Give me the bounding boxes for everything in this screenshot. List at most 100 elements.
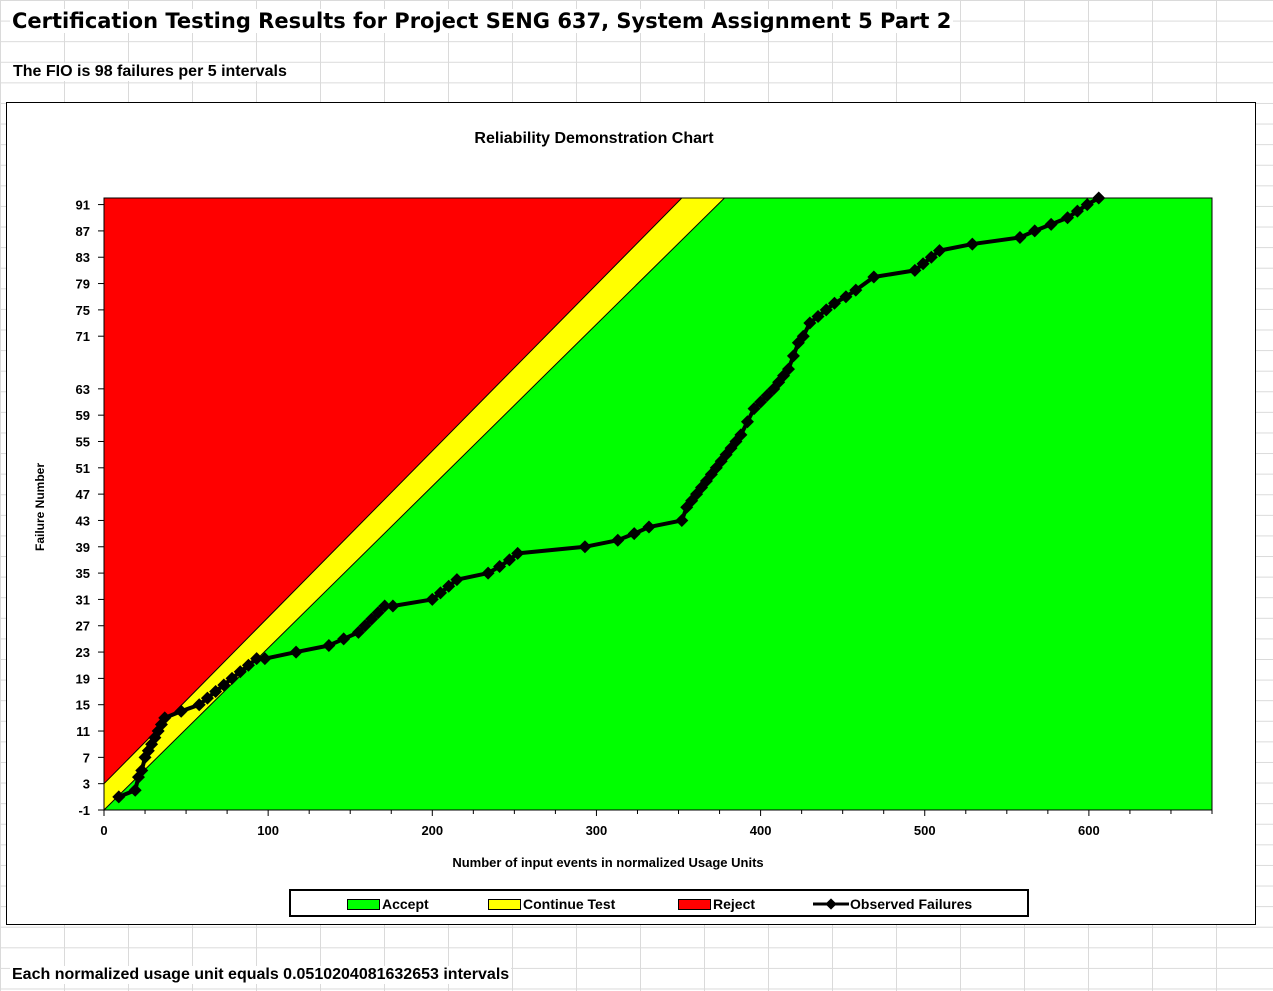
observed-failure-point (916, 257, 930, 271)
observed-failure-point (1028, 224, 1042, 238)
y-tick-label: 59 (76, 408, 90, 423)
observed-failure-point (337, 632, 351, 646)
y-tick-label: 43 (76, 513, 90, 528)
observed-failure-point (250, 652, 264, 666)
observed-failure-point (811, 309, 825, 323)
continue-swatch-icon (488, 898, 521, 910)
legend-item-accept: Accept (347, 895, 429, 913)
observed-failure-point (760, 388, 774, 402)
observed-failure-point (128, 783, 142, 797)
legend-label-continue-test: Continue Test (523, 896, 616, 912)
chart-container[interactable]: Reliability Demonstration Chart -1 3 7 11 15… (6, 102, 1256, 925)
accept-swatch-icon (347, 898, 380, 910)
observed-failure-point (627, 527, 641, 541)
y-tick-label: 47 (76, 487, 90, 502)
y-axis: -1 3 7 11 15 19 23 27 31 35 39 43 47 51 55 59 63 71 75 79 83… (76, 198, 104, 818)
y-tick-label: -1 (78, 803, 90, 818)
observed-failure-point (135, 764, 149, 778)
x-tick-label: 500 (914, 823, 936, 838)
observed-failure-point (192, 698, 206, 712)
observed-failure-point (1080, 198, 1094, 212)
observed-failure-point (796, 329, 810, 343)
legend-item-observed-failures: Observed Failures (813, 895, 972, 913)
y-tick-label: 31 (76, 592, 90, 607)
x-tick-label: 0 (100, 823, 107, 838)
y-tick-label: 35 (76, 566, 90, 581)
observed-failures-markers (112, 191, 1106, 804)
fio-note: The FIO is 98 failures per 5 intervals (11, 63, 289, 81)
y-tick-label: 91 (76, 198, 90, 213)
observed-failure-point (908, 263, 922, 277)
observed-failure-point (442, 579, 456, 593)
observed-failure-point (241, 658, 255, 672)
y-tick-label: 75 (76, 303, 90, 318)
observed-failure-point (803, 316, 817, 330)
observed-failure-point (289, 645, 303, 659)
observed-failure-point (924, 250, 938, 264)
observed-failure-point (425, 592, 439, 606)
y-tick-label: 15 (76, 698, 90, 713)
observed-failure-point (225, 671, 239, 685)
y-tick-label: 79 (76, 277, 90, 292)
reject-boundary-line (104, 198, 683, 785)
observed-failure-point (675, 513, 689, 527)
observed-failure-point (351, 625, 365, 639)
x-tick-label: 100 (257, 823, 279, 838)
observed-failure-point (233, 665, 247, 679)
y-tick-label: 51 (76, 461, 90, 476)
x-tick-label: 200 (421, 823, 443, 838)
legend-label-reject: Reject (713, 896, 756, 912)
observed-failure-point (209, 685, 223, 699)
sheet-title: Certification Testing Results for Projec… (10, 9, 954, 33)
y-tick-label: 19 (76, 671, 90, 686)
observed-failure-point (734, 428, 748, 442)
chart-legend[interactable]: Accept Continue Test Reject Observed Fai… (289, 889, 1029, 917)
y-tick-label: 27 (76, 619, 90, 634)
observed-failure-point (578, 540, 592, 554)
observed-failure-point (1044, 217, 1058, 231)
x-tick-label: 400 (750, 823, 772, 838)
x-axis: 0 100 200 300 400 500 600 (100, 810, 1213, 838)
observed-failure-point (450, 573, 464, 587)
observed-failure-point (371, 606, 385, 620)
observed-failure-point (933, 244, 947, 258)
y-tick-label: 55 (76, 434, 90, 449)
y-tick-label: 7 (83, 750, 90, 765)
accept-boundary-line (104, 198, 725, 810)
y-tick-label: 3 (83, 777, 90, 792)
observed-failure-point (754, 395, 768, 409)
observed-failure-point (217, 678, 231, 692)
chart-title: Reliability Demonstration Chart (474, 130, 714, 147)
observed-failure-point (158, 711, 172, 725)
observed-failure-point (493, 560, 507, 574)
observed-failure-point (747, 402, 761, 416)
usage-unit-note: Each normalized usage unit equals 0.0510… (10, 966, 512, 984)
observed-failure-point (434, 586, 448, 600)
reliability-chart: Reliability Demonstration Chart -1371115… (33, 130, 1213, 870)
legend-item-continue-test: Continue Test (488, 895, 615, 913)
observed-failure-point (502, 553, 516, 567)
observed-failure-point (258, 652, 272, 666)
y-tick-label: 39 (76, 540, 90, 555)
observed-failure-point (827, 296, 841, 310)
observed-failure-point (1013, 230, 1027, 244)
observed-failure-point (386, 599, 400, 613)
observed-failure-point (867, 270, 881, 284)
observed-failure-point (322, 638, 336, 652)
observed-line-swatch-icon (813, 898, 849, 910)
observed-failure-point (965, 237, 979, 251)
observed-failure-point (481, 566, 495, 580)
y-tick-label: 71 (76, 329, 90, 344)
observed-failure-point (839, 290, 853, 304)
observed-failure-point (642, 520, 656, 534)
observed-failure-point (174, 704, 188, 718)
observed-failure-point (740, 415, 754, 429)
observed-failure-point (1070, 204, 1084, 218)
x-tick-label: 300 (586, 823, 608, 838)
legend-label-observed-failures: Observed Failures (850, 896, 973, 912)
legend-label-accept: Accept (382, 896, 429, 912)
observed-failure-point (365, 612, 379, 626)
observed-failure-point (358, 619, 372, 633)
observed-failure-point (819, 303, 833, 317)
observed-failure-point (1061, 211, 1075, 225)
